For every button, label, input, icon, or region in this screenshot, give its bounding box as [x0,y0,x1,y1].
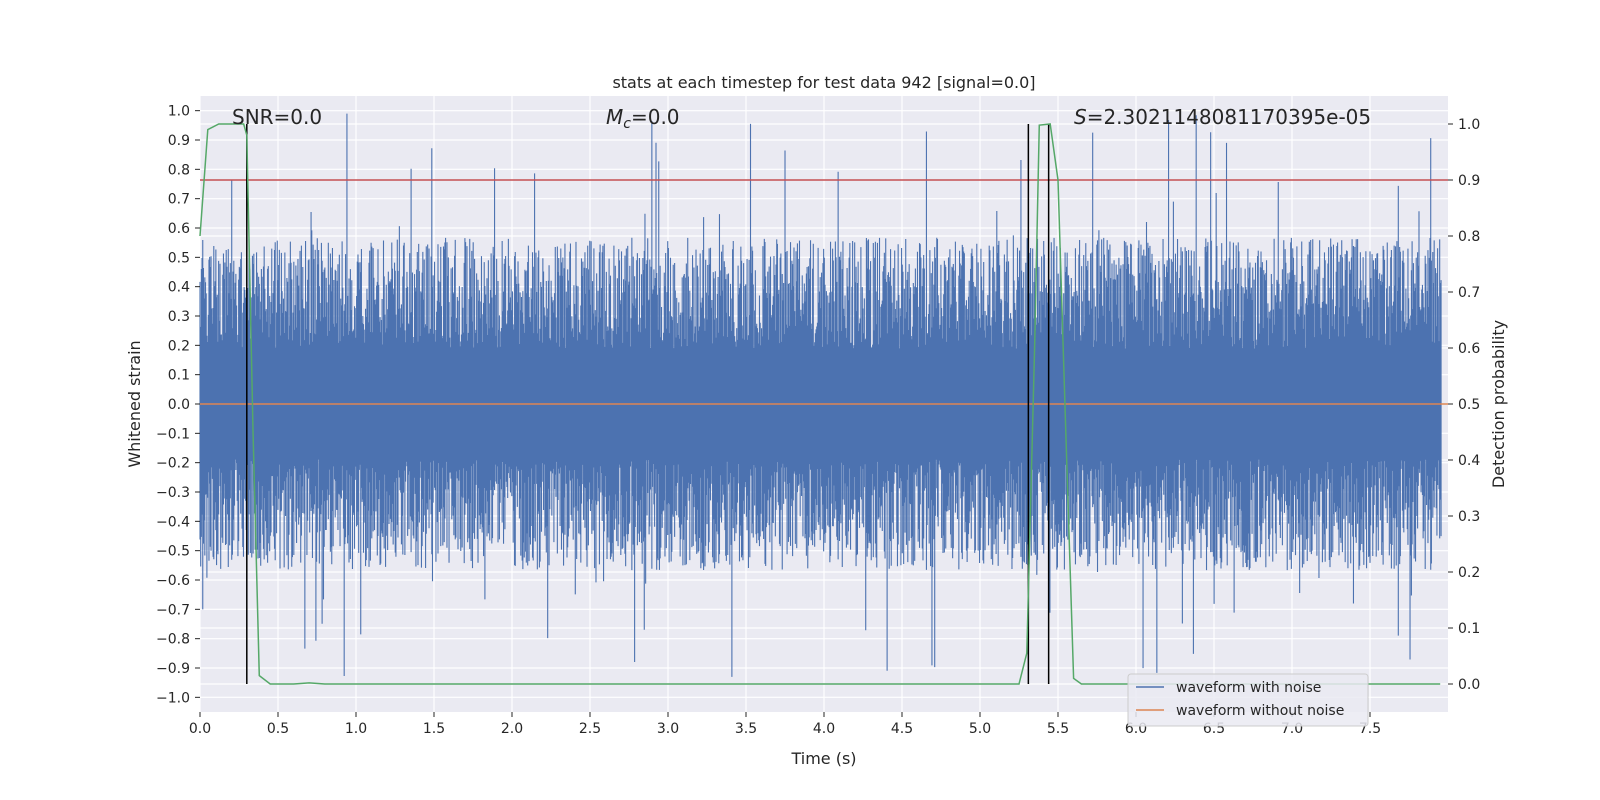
legend-label-noise: waveform with noise [1176,680,1321,696]
x-tick-label: 5.0 [969,721,991,737]
snr-annotation: SNR=0.0 [232,105,322,129]
y-left-tick-label: −0.5 [156,544,190,560]
y-right-tick-label: 1.0 [1458,117,1480,133]
detection-probability-line [199,123,1441,685]
y-left-tick-label: −1.0 [156,690,190,706]
y-left-tick-label: −0.7 [156,602,190,618]
chart-title: stats at each timestep for test data 942… [612,73,1035,92]
y-left-tick-label: 0.9 [168,133,190,149]
y-left-tick-label: 0.6 [168,221,190,237]
y-left-tick-label: 0.2 [168,338,190,354]
ticks: 0.0 0.5 1.0 1.5 2.0 2.5 3.0 3.5 4.0 4.5 5.0 5.5 6.0 6… [156,104,1480,737]
s-value: =2.3021148081170395e-05 [1087,105,1371,129]
y-left-tick-label: 1.0 [168,104,190,120]
y-right-tick-label: 0.6 [1458,341,1480,357]
mc-symbol: M [606,105,623,129]
y-right-tick-label: 0.9 [1458,173,1480,189]
y-axis-right-label: Detection probability [1489,320,1508,488]
y-right-tick-label: 0.0 [1458,677,1480,693]
y-left-tick-label: −0.6 [156,573,190,589]
x-tick-label: 5.5 [1047,721,1069,737]
y-left-tick-label: 0.8 [168,162,190,178]
y-right-tick-label: 0.2 [1458,565,1480,581]
y-left-tick-label: −0.4 [156,514,190,530]
x-axis-label: Time (s) [790,749,856,768]
y-left-tick-label: −0.1 [156,426,190,442]
y-left-tick-label: 0.0 [168,397,190,413]
y-right-tick-label: 0.7 [1458,285,1480,301]
y-left-tick-label: 0.3 [168,309,190,325]
legend: waveform with noise waveform without noi… [1127,673,1369,727]
x-tick-label: 2.5 [579,721,601,737]
y-right-tick-label: 0.1 [1458,621,1480,637]
y-left-tick-label: −0.8 [156,632,190,648]
y-right-tick-label: 0.5 [1458,397,1480,413]
y-right-tick-label: 0.3 [1458,509,1480,525]
y-left-tick-label: 0.1 [168,368,190,384]
mc-value: =0.0 [631,105,680,129]
y-left-tick-label: −0.3 [156,485,190,501]
y-right-tick-label: 0.8 [1458,229,1480,245]
x-tick-label: 0.0 [189,721,211,737]
legend-box [1127,673,1369,727]
x-tick-label: 4.5 [891,721,913,737]
x-tick-label: 4.0 [813,721,835,737]
x-tick-label: 1.5 [423,721,445,737]
y-left-tick-label: 0.7 [168,192,190,208]
x-tick-label: 2.0 [501,721,523,737]
y-right-tick-label: 0.4 [1458,453,1480,469]
mc-subscript: c [623,116,631,132]
y-left-tick-label: −0.9 [156,661,190,677]
y-left-tick-label: 0.4 [168,280,190,296]
mc-annotation: Mc=0.0 [606,105,680,132]
y-axis-left-label: Whitened strain [125,340,144,467]
series-lines [199,123,1448,685]
x-tick-label: 3.5 [735,721,757,737]
y-left-tick-label: −0.2 [156,456,190,472]
legend-label-clean: waveform without noise [1176,703,1344,719]
s-annotation: S=2.3021148081170395e-05 [1074,105,1371,129]
x-tick-label: 3.0 [657,721,679,737]
s-symbol: S [1074,105,1087,129]
x-tick-label: 1.0 [345,721,367,737]
x-tick-label: 0.5 [267,721,289,737]
y-left-tick-label: 0.5 [168,250,190,266]
